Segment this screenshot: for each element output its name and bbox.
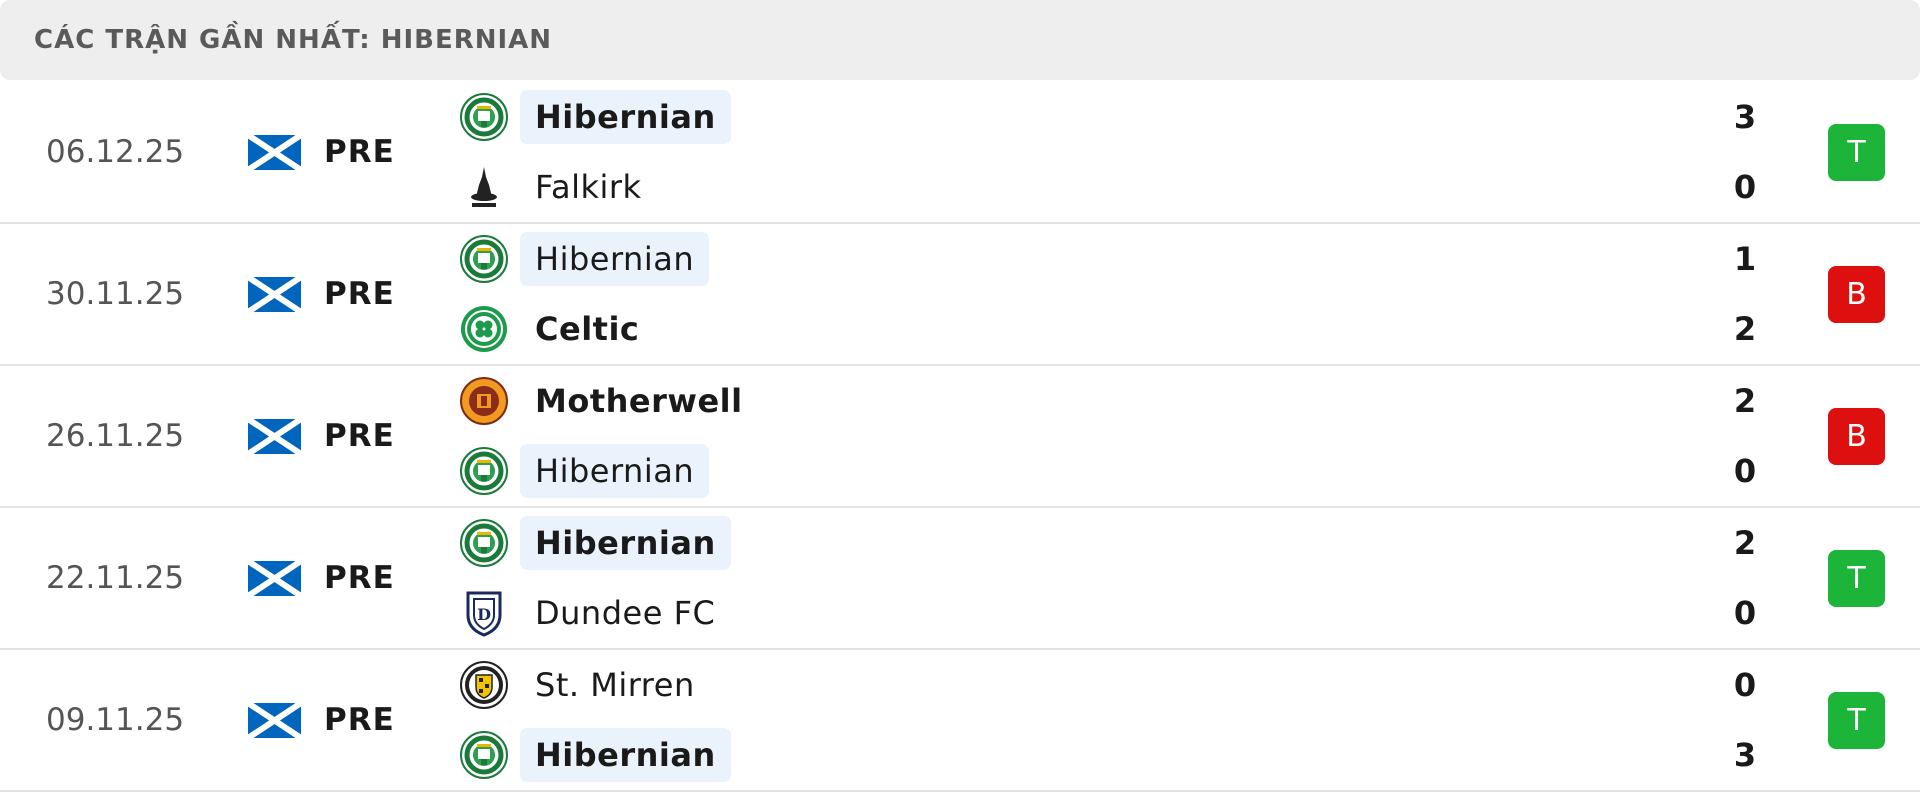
team-name[interactable]: Dundee FC [535,594,716,632]
section-title: CÁC TRẬN GẦN NHẤT: HIBERNIAN [34,25,553,55]
home-score: 1 [1733,240,1757,278]
match-date: 26.11.25 [46,418,185,454]
team-name[interactable]: Motherwell [535,382,743,420]
match-list: 06.12.25 PRE Hibernian 3 Falkirk 0 T 30.… [0,82,1920,792]
match-date: 30.11.25 [46,276,185,312]
away-team[interactable]: Falkirk 0 [460,160,1756,214]
away-team[interactable]: Hibernian 3 [460,728,1756,782]
away-score: 0 [1733,452,1757,490]
match-date: 06.12.25 [46,134,185,170]
hibernian-crest-icon [460,93,508,141]
league-code[interactable]: PRE [324,702,395,738]
result-badge: T [1828,124,1885,181]
league-code[interactable]: PRE [324,418,395,454]
section-header: CÁC TRẬN GẦN NHẤT: HIBERNIAN [0,0,1920,80]
league-code[interactable]: PRE [324,276,395,312]
team-name[interactable]: Hibernian [520,728,731,782]
away-score: 0 [1733,168,1757,206]
away-score: 2 [1733,310,1757,348]
home-team[interactable]: St. Mirren 0 [460,658,1756,712]
home-team[interactable]: Hibernian 2 [460,516,1756,570]
match-row[interactable]: 06.12.25 PRE Hibernian 3 Falkirk 0 T [0,82,1920,224]
away-team[interactable]: Dundee FC 0 [460,586,1756,640]
match-date: 09.11.25 [46,702,185,738]
result-badge: B [1828,408,1885,465]
st-mirren-crest-icon [460,661,508,709]
league-code[interactable]: PRE [324,560,395,596]
match-row[interactable]: 30.11.25 PRE Hibernian 1 Celtic 2 B [0,224,1920,366]
away-score: 3 [1733,736,1757,774]
result-badge: T [1828,692,1885,749]
team-name[interactable]: Hibernian [520,516,731,570]
league-code[interactable]: PRE [324,134,395,170]
result-badge: B [1828,266,1885,323]
hibernian-crest-icon [460,519,508,567]
away-team[interactable]: Celtic 2 [460,302,1756,356]
home-score: 2 [1733,524,1757,562]
scotland-flag-icon [248,135,301,170]
match-date: 22.11.25 [46,560,185,596]
scotland-flag-icon [248,277,301,312]
celtic-crest-icon [460,305,508,353]
hibernian-crest-icon [460,235,508,283]
match-row[interactable]: 26.11.25 PRE Motherwell 2 Hibernian 0 B [0,366,1920,508]
hibernian-crest-icon [460,731,508,779]
home-score: 3 [1733,98,1757,136]
away-score: 0 [1733,594,1757,632]
team-name[interactable]: Hibernian [520,444,710,498]
hibernian-crest-icon [460,447,508,495]
team-name[interactable]: Celtic [535,310,640,348]
team-name[interactable]: Hibernian [520,90,731,144]
away-team[interactable]: Hibernian 0 [460,444,1756,498]
match-row[interactable]: 09.11.25 PRE St. Mirren 0 Hibernian 3 T [0,650,1920,792]
team-name[interactable]: Hibernian [520,232,710,286]
scotland-flag-icon [248,561,301,596]
home-team[interactable]: Hibernian 3 [460,90,1756,144]
team-name[interactable]: Falkirk [535,168,642,206]
match-row[interactable]: 22.11.25 PRE Hibernian 2 Dundee FC 0 T [0,508,1920,650]
home-team[interactable]: Hibernian 1 [460,232,1756,286]
falkirk-crest-icon [460,163,508,211]
home-team[interactable]: Motherwell 2 [460,374,1756,428]
scotland-flag-icon [248,419,301,454]
home-score: 0 [1733,666,1757,704]
motherwell-crest-icon [460,377,508,425]
dundee-crest-icon [460,589,508,637]
scotland-flag-icon [248,703,301,738]
result-badge: T [1828,550,1885,607]
home-score: 2 [1733,382,1757,420]
team-name[interactable]: St. Mirren [535,666,695,704]
